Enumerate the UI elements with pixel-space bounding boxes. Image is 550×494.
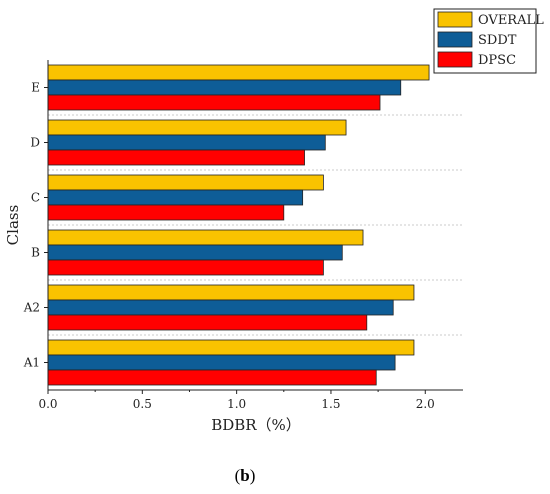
bar-dpsc-e (47, 94, 381, 111)
y-tick-label-c: C (31, 191, 40, 205)
x-tick-label: 0.0 (38, 397, 57, 411)
bar-overall-a2 (47, 284, 415, 301)
bar-sddt-b (47, 244, 343, 261)
bar-dpsc-a2 (47, 314, 368, 331)
bar-sddt-e (47, 79, 402, 96)
bar-overall-c (47, 174, 324, 191)
x-tick-label: 1.5 (321, 397, 340, 411)
bar-sddt-a2 (47, 299, 394, 316)
legend: OVERALL SDDT DPSC (433, 8, 544, 74)
x-tick-label: 0.5 (133, 397, 152, 411)
x-axis-title: BDBR（%） (211, 416, 301, 434)
y-ticks: A1 A2 B C D E (23, 81, 48, 370)
bar-dpsc-b (47, 259, 324, 276)
bar-overall-b (47, 229, 364, 246)
y-tick-label-a1: A1 (23, 356, 40, 370)
bar-dpsc-d (47, 149, 305, 166)
y-tick-label-b: B (31, 246, 40, 260)
bar-dpsc-a1 (47, 369, 377, 386)
y-tick-label-d: D (30, 136, 40, 150)
bar-overall-e (47, 64, 430, 81)
caption-close-paren: ) (249, 466, 256, 485)
bar-overall-d (47, 119, 347, 136)
bar-sddt-d (47, 134, 326, 151)
bar-sddt-a1 (47, 354, 396, 371)
figure-caption: (b) (0, 466, 490, 486)
caption-open-paren: ( (234, 466, 241, 485)
legend-label-sddt: SDDT (478, 33, 517, 48)
legend-label-overall: OVERALL (478, 13, 544, 28)
bar-overall-a1 (47, 339, 415, 356)
x-tick-label: 1.0 (227, 397, 246, 411)
bars-group (47, 64, 430, 386)
axes-group (47, 60, 463, 391)
caption-letter: b (240, 466, 250, 485)
x-tick-label: 2.0 (416, 397, 435, 411)
bar-dpsc-c (47, 204, 285, 221)
x-ticks: 0.0 0.5 1.0 1.5 2.0 (38, 390, 435, 411)
legend-label-dpsc: DPSC (478, 53, 516, 68)
y-axis-title: Class (4, 205, 22, 246)
legend-swatch-overall (437, 11, 473, 28)
legend-swatch-sddt (437, 31, 473, 48)
y-tick-label-e: E (31, 81, 40, 95)
legend-swatch-dpsc (437, 51, 473, 68)
y-tick-label-a2: A2 (23, 301, 40, 315)
category-separators (48, 114, 463, 336)
bar-sddt-c (47, 189, 304, 206)
